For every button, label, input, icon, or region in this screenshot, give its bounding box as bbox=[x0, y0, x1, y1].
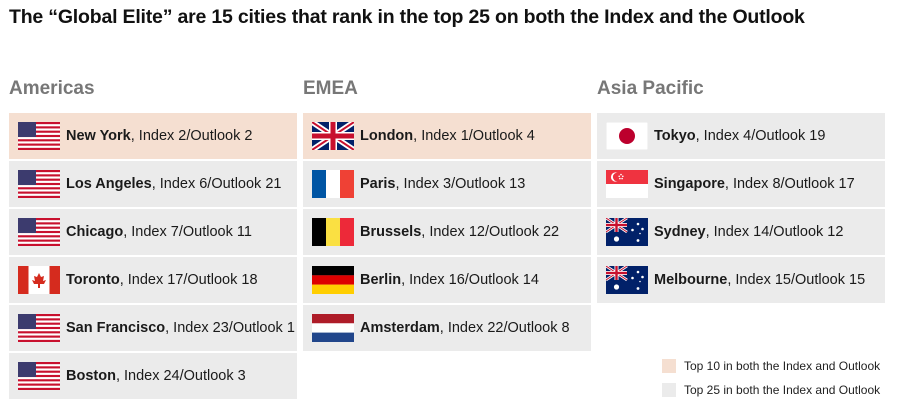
column-header: Americas bbox=[9, 78, 95, 99]
us-flag-icon bbox=[18, 362, 60, 390]
legend-swatch-top25 bbox=[662, 383, 676, 397]
us-flag-icon bbox=[18, 314, 60, 342]
canada-flag-icon bbox=[18, 266, 60, 294]
legend-label-top25: Top 25 in both the Index and Outlook bbox=[684, 383, 881, 397]
city-rank: , Index 6/Outlook 21 bbox=[151, 176, 282, 192]
city-row: San Francisco, Index 23/Outlook 1 bbox=[9, 305, 297, 351]
singapore-flag-icon bbox=[606, 170, 648, 198]
city-rank: , Index 12/Outlook 22 bbox=[421, 224, 560, 240]
city-row: Tokyo, Index 4/Outlook 19 bbox=[597, 113, 885, 159]
city-row: New York, Index 2/Outlook 2 bbox=[9, 113, 297, 159]
netherlands-flag-icon bbox=[312, 314, 354, 342]
city-rank: , Index 17/Outlook 18 bbox=[119, 272, 258, 288]
city-rank: , Index 7/Outlook 11 bbox=[123, 224, 252, 240]
city-rank: , Index 8/Outlook 17 bbox=[724, 176, 855, 192]
city-rank: , Index 24/Outlook 3 bbox=[115, 368, 246, 384]
city-row: Los Angeles, Index 6/Outlook 21 bbox=[9, 161, 297, 207]
uk-flag-icon bbox=[312, 122, 354, 150]
city-name: New York bbox=[66, 128, 131, 144]
legend-top25: Top 25 in both the Index and Outlook bbox=[662, 383, 880, 397]
us-flag-icon bbox=[18, 122, 60, 150]
city-name: Toronto bbox=[66, 272, 120, 288]
city-name: Tokyo bbox=[654, 128, 696, 144]
japan-flag-icon bbox=[606, 122, 648, 150]
city-row: London, Index 1/Outlook 4 bbox=[303, 113, 591, 159]
city-name: Paris bbox=[360, 176, 396, 192]
city-rank: , Index 15/Outlook 15 bbox=[727, 272, 866, 288]
page-title: The “Global Elite” are 15 cities that ra… bbox=[9, 6, 805, 28]
belgium-flag-icon bbox=[312, 218, 354, 246]
legend-swatch-top10 bbox=[662, 359, 676, 373]
city-rank: , Index 3/Outlook 13 bbox=[395, 176, 526, 192]
australia-flag-icon bbox=[606, 266, 648, 294]
column-emea: EMEA London, Index 1/Outlook 4 Paris, Ind… bbox=[303, 78, 591, 353]
city-name: Chicago bbox=[66, 224, 124, 240]
city-name: Melbourne bbox=[654, 272, 728, 288]
city-row: Singapore, Index 8/Outlook 17 bbox=[597, 161, 885, 207]
city-name: Berlin bbox=[360, 272, 402, 288]
germany-flag-icon bbox=[312, 266, 354, 294]
city-name: Amsterdam bbox=[360, 320, 440, 336]
city-row: Sydney, Index 14/Outlook 12 bbox=[597, 209, 885, 255]
us-flag-icon bbox=[18, 170, 60, 198]
city-rank: , Index 23/Outlook 1 bbox=[165, 320, 295, 336]
column-header: EMEA bbox=[303, 78, 358, 99]
city-name: London bbox=[360, 128, 414, 144]
france-flag-icon bbox=[312, 170, 354, 198]
city-row: Berlin, Index 16/Outlook 14 bbox=[303, 257, 591, 303]
city-rank: , Index 16/Outlook 14 bbox=[401, 272, 539, 288]
legend-label-top10: Top 10 in both the Index and Outlook bbox=[684, 359, 881, 373]
legend-top10: Top 10 in both the Index and Outlook bbox=[662, 359, 880, 373]
city-name: Boston bbox=[66, 368, 116, 384]
city-rank: , Index 22/Outlook 8 bbox=[439, 320, 570, 336]
city-name: Singapore bbox=[654, 176, 725, 192]
city-rank: , Index 2/Outlook 2 bbox=[130, 128, 253, 144]
us-flag-icon bbox=[18, 218, 60, 246]
city-row: Boston, Index 24/Outlook 3 bbox=[9, 353, 297, 399]
city-name: Sydney bbox=[654, 224, 706, 240]
city-row: Brussels, Index 12/Outlook 22 bbox=[303, 209, 591, 255]
city-row: Toronto, Index 17/Outlook 18 bbox=[9, 257, 297, 303]
city-rank: , Index 1/Outlook 4 bbox=[413, 128, 535, 144]
city-rank: , Index 14/Outlook 12 bbox=[705, 224, 844, 240]
city-row: Chicago, Index 7/Outlook 11 bbox=[9, 209, 297, 255]
city-name: San Francisco bbox=[66, 320, 166, 336]
city-row: Paris, Index 3/Outlook 13 bbox=[303, 161, 591, 207]
city-name: Los Angeles bbox=[66, 176, 152, 192]
city-name: Brussels bbox=[360, 224, 422, 240]
australia-flag-icon bbox=[606, 218, 648, 246]
column-asia-pacific: Asia Pacific Tokyo, Index 4/Outlook 19 Si… bbox=[597, 78, 885, 305]
city-row: Melbourne, Index 15/Outlook 15 bbox=[597, 257, 885, 303]
column-header: Asia Pacific bbox=[597, 78, 704, 99]
column-americas: Americas New York, Index 2/Outlook 2 Los … bbox=[9, 78, 297, 401]
city-row: Amsterdam, Index 22/Outlook 8 bbox=[303, 305, 591, 351]
city-rank: , Index 4/Outlook 19 bbox=[695, 128, 826, 144]
